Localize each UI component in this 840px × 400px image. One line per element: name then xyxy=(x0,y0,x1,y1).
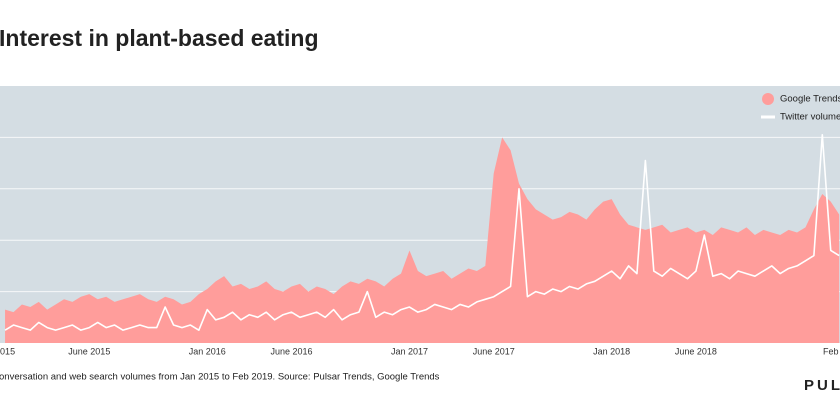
legend-swatch xyxy=(762,93,774,105)
marks xyxy=(4,134,840,343)
x-tick-label: June 2017 xyxy=(473,346,515,356)
x-tick-label: Feb xyxy=(823,346,839,356)
x-tick-label: June 2016 xyxy=(270,346,312,356)
x-axis: 2015 June 2015 Jan 2016 June 2016 Jan 2017 Ju… xyxy=(0,346,838,356)
x-tick-label: 2015 xyxy=(0,346,15,356)
caption: onversation and web search volumes from … xyxy=(0,372,440,383)
brand: PUL xyxy=(804,377,840,394)
legend-label: Google Trends xyxy=(780,94,840,105)
chart-title: Interest in plant-based eating xyxy=(0,25,319,51)
legend-label: Twitter volume xyxy=(780,112,840,123)
x-tick-label: June 2015 xyxy=(68,346,110,356)
legend: Google Trends Twitter volume xyxy=(761,93,840,123)
line xyxy=(4,134,840,331)
x-tick-label: Jan 2017 xyxy=(391,346,428,356)
x-tick-label: June 2018 xyxy=(675,346,717,356)
area xyxy=(5,137,840,343)
x-tick-label: Jan 2016 xyxy=(189,346,226,356)
x-tick-label: Jan 2018 xyxy=(593,346,630,356)
